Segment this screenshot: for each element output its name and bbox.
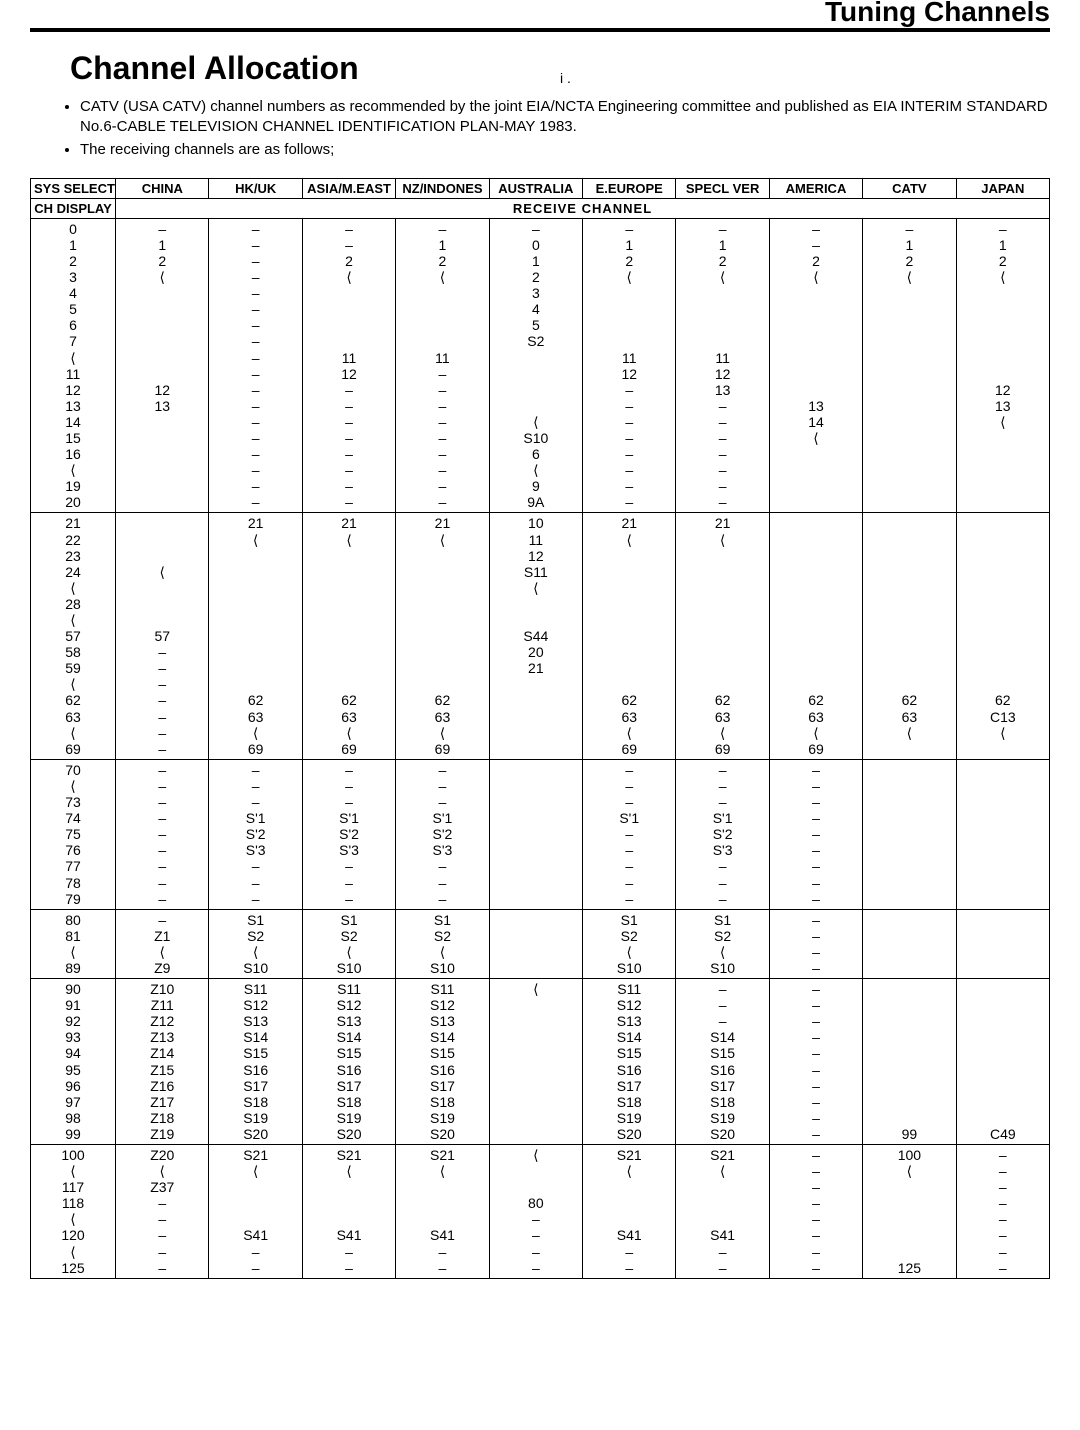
table-header-row: SYS SELECT CHINA HK/UK ASIA/M.EAST NZ/IN… bbox=[31, 178, 1050, 198]
corner-title: Tuning Channels bbox=[825, 0, 1050, 28]
region-cell: ⟨ bbox=[489, 979, 582, 1145]
region-cell: S21 ⟨ S41 – – bbox=[302, 1145, 395, 1279]
region-cell: – – – S'1 S'2 S'3 – – – bbox=[209, 759, 302, 909]
region-cell: – – – S'1 S'2 S'3 – – – bbox=[396, 759, 489, 909]
region-cell bbox=[489, 759, 582, 909]
region-cell: – – – – bbox=[769, 909, 862, 978]
note-item: The receiving channels are as follows; bbox=[80, 140, 1050, 160]
note-item: CATV (USA CATV) channel numbers as recom… bbox=[80, 97, 1050, 138]
region-cell: S11 S12 S13 S14 S15 S16 S17 S18 S19 S20 bbox=[302, 979, 395, 1145]
sys-select-header: SYS SELECT bbox=[31, 178, 116, 198]
ch-display-cell: 90 91 92 93 94 95 96 97 98 99 bbox=[31, 979, 116, 1145]
region-cell bbox=[863, 759, 956, 909]
ch-display-cell: 100 ⟨ 117 118 ⟨ 120 ⟨ 125 bbox=[31, 1145, 116, 1279]
region-cell: S1 S2 ⟨ S10 bbox=[676, 909, 769, 978]
region-cell: S1 S2 ⟨ S10 bbox=[302, 909, 395, 978]
tick-mark: i . bbox=[560, 70, 571, 86]
region-cell: ⟨ 80 – – – – bbox=[489, 1145, 582, 1279]
region-header: E.EUROPE bbox=[583, 178, 676, 198]
region-cell: Z10 Z11 Z12 Z13 Z14 Z15 Z16 Z17 Z18 Z19 bbox=[116, 979, 209, 1145]
region-cell: S21 ⟨ S41 – – bbox=[583, 1145, 676, 1279]
table-row: 21 22 23 24 ⟨ 28 ⟨ 57 58 59 ⟨ 62 63 ⟨ 69… bbox=[31, 513, 1050, 759]
region-header: NZ/INDONES bbox=[396, 178, 489, 198]
table-row: 90 91 92 93 94 95 96 97 98 99Z10 Z11 Z12… bbox=[31, 979, 1050, 1145]
region-cell: 62 C13 ⟨ bbox=[956, 513, 1049, 759]
region-cell: – – – – – – – – bbox=[956, 1145, 1049, 1279]
region-cell bbox=[863, 909, 956, 978]
region-cell: – 1 2 ⟨ 12 13 bbox=[116, 218, 209, 513]
region-cell: 99 bbox=[863, 979, 956, 1145]
region-header: AMERICA bbox=[769, 178, 862, 198]
region-cell: – 1 2 ⟨ 11 12 – – – – – – – – bbox=[583, 218, 676, 513]
table-subheader-row: CH DISPLAY RECEIVE CHANNEL bbox=[31, 198, 1050, 218]
region-header: JAPAN bbox=[956, 178, 1049, 198]
region-cell: – – 2 ⟨ 13 14 ⟨ bbox=[769, 218, 862, 513]
ch-display-cell: 0 1 2 3 4 5 6 7 ⟨ 11 12 13 14 15 16 ⟨ 19… bbox=[31, 218, 116, 513]
region-cell: – – – S'1 – – – – – bbox=[583, 759, 676, 909]
region-cell bbox=[956, 909, 1049, 978]
region-cell: S11 S12 S13 S14 S15 S16 S17 S18 S19 S20 bbox=[209, 979, 302, 1145]
ch-display-cell: 70 ⟨ 73 74 75 76 77 78 79 bbox=[31, 759, 116, 909]
table-row: 100 ⟨ 117 118 ⟨ 120 ⟨ 125Z20 ⟨ Z37 – – –… bbox=[31, 1145, 1050, 1279]
region-header: SPECL VER bbox=[676, 178, 769, 198]
region-cell: S1 S2 ⟨ S10 bbox=[396, 909, 489, 978]
region-cell: – – – S14 S15 S16 S17 S18 S19 S20 bbox=[676, 979, 769, 1145]
table-row: 80 81 ⟨ 89– Z1 ⟨ Z9S1 S2 ⟨ S10S1 S2 ⟨ S1… bbox=[31, 909, 1050, 978]
region-cell: – 1 2 ⟨ bbox=[863, 218, 956, 513]
region-cell bbox=[956, 759, 1049, 909]
region-cell: S11 S12 S13 S14 S15 S16 S17 S18 S19 S20 bbox=[583, 979, 676, 1145]
region-cell: S21 ⟨ S41 – – bbox=[209, 1145, 302, 1279]
region-cell: C49 bbox=[956, 979, 1049, 1145]
region-cell: 62 63 ⟨ 69 bbox=[769, 513, 862, 759]
channel-table: SYS SELECT CHINA HK/UK ASIA/M.EAST NZ/IN… bbox=[30, 178, 1050, 1279]
region-cell: 21 ⟨ 62 63 ⟨ 69 bbox=[302, 513, 395, 759]
region-header: CHINA bbox=[116, 178, 209, 198]
region-header: AUSTRALIA bbox=[489, 178, 582, 198]
notes-list: CATV (USA CATV) channel numbers as recom… bbox=[40, 97, 1050, 160]
region-cell: 21 ⟨ 62 63 ⟨ 69 bbox=[676, 513, 769, 759]
region-header: CATV bbox=[863, 178, 956, 198]
region-cell: – – 2 ⟨ 11 12 – – – – – – – – bbox=[302, 218, 395, 513]
region-cell: 21 ⟨ 62 63 ⟨ 69 bbox=[396, 513, 489, 759]
table-body: 0 1 2 3 4 5 6 7 ⟨ 11 12 13 14 15 16 ⟨ 19… bbox=[31, 218, 1050, 1278]
region-cell: 21 ⟨ 62 63 ⟨ 69 bbox=[209, 513, 302, 759]
region-cell: – – – – – – – – – bbox=[769, 759, 862, 909]
region-cell: – 1 2 ⟨ 11 – – – – – – – – – bbox=[396, 218, 489, 513]
region-cell: – – – S'1 S'2 S'3 – – – bbox=[676, 759, 769, 909]
region-cell: 100 ⟨ 125 bbox=[863, 1145, 956, 1279]
region-cell: – 0 1 2 3 4 5 S2 ⟨ S10 6 ⟨ 9 9A bbox=[489, 218, 582, 513]
region-cell: – 1 2 ⟨ 12 13 ⟨ bbox=[956, 218, 1049, 513]
region-cell: – Z1 ⟨ Z9 bbox=[116, 909, 209, 978]
region-header: ASIA/M.EAST bbox=[302, 178, 395, 198]
region-cell: S21 ⟨ S41 – – bbox=[676, 1145, 769, 1279]
region-cell: – – – – – – – – – bbox=[116, 759, 209, 909]
region-cell: – 1 2 ⟨ 11 12 13 – – – – – – – bbox=[676, 218, 769, 513]
ch-display-cell: 21 22 23 24 ⟨ 28 ⟨ 57 58 59 ⟨ 62 63 ⟨ 69 bbox=[31, 513, 116, 759]
region-cell: 21 ⟨ 62 63 ⟨ 69 bbox=[583, 513, 676, 759]
region-cell: – – – – – – – – – – bbox=[769, 979, 862, 1145]
region-cell: 62 63 ⟨ bbox=[863, 513, 956, 759]
region-cell: – – – S'1 S'2 S'3 – – – bbox=[302, 759, 395, 909]
region-cell: ⟨ 57 – – – – – – – bbox=[116, 513, 209, 759]
region-cell: S1 S2 ⟨ S10 bbox=[583, 909, 676, 978]
ch-display-header: CH DISPLAY bbox=[31, 198, 116, 218]
table-row: 0 1 2 3 4 5 6 7 ⟨ 11 12 13 14 15 16 ⟨ 19… bbox=[31, 218, 1050, 513]
region-cell bbox=[489, 909, 582, 978]
region-cell: – – – – – – – – – – – – – – – – – – bbox=[209, 218, 302, 513]
region-cell: S11 S12 S13 S14 S15 S16 S17 S18 S19 S20 bbox=[396, 979, 489, 1145]
region-cell: 10 11 12 S11 ⟨ S44 20 21 bbox=[489, 513, 582, 759]
region-cell: Z20 ⟨ Z37 – – – – – bbox=[116, 1145, 209, 1279]
region-cell: – – – – – – – – bbox=[769, 1145, 862, 1279]
top-rule: Tuning Channels bbox=[30, 28, 1050, 32]
region-cell: S21 ⟨ S41 – – bbox=[396, 1145, 489, 1279]
receive-channel-header: RECEIVE CHANNEL bbox=[116, 198, 1050, 218]
ch-display-cell: 80 81 ⟨ 89 bbox=[31, 909, 116, 978]
table-row: 70 ⟨ 73 74 75 76 77 78 79– – – – – – – –… bbox=[31, 759, 1050, 909]
region-cell: S1 S2 ⟨ S10 bbox=[209, 909, 302, 978]
region-header: HK/UK bbox=[209, 178, 302, 198]
